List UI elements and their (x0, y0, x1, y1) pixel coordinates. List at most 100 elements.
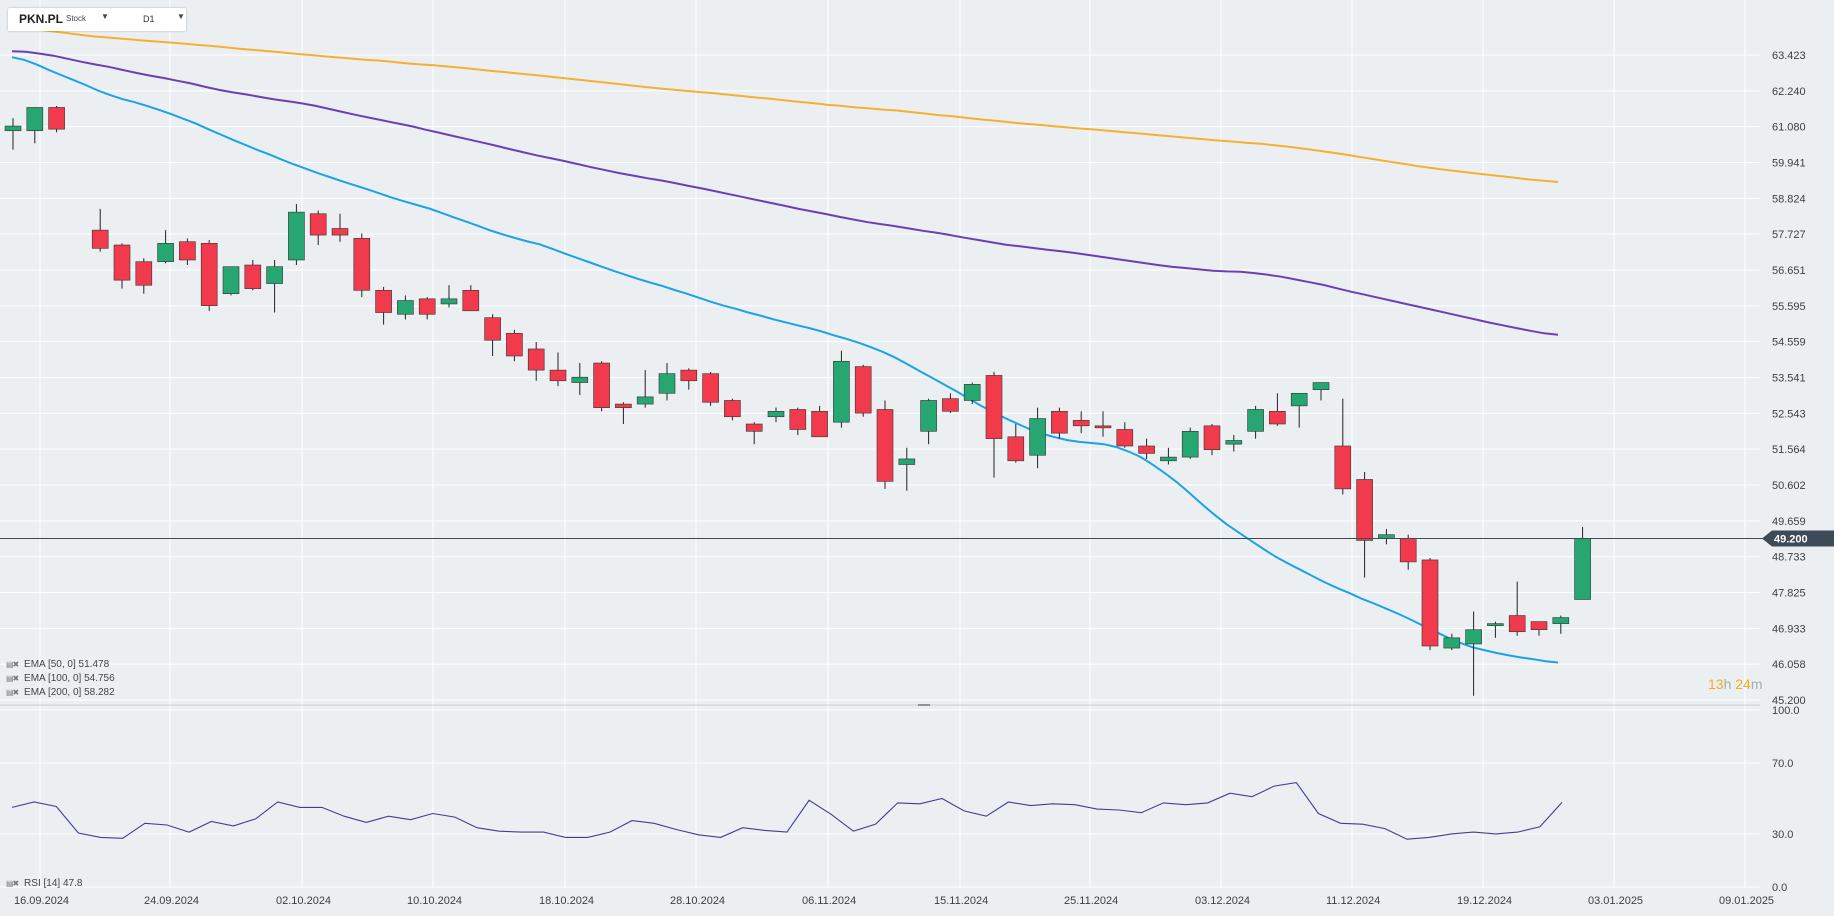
price-axis-label: 47.825 (1772, 588, 1806, 600)
price-axis-label: 58.824 (1772, 193, 1806, 205)
candle-up (397, 300, 414, 315)
indicator-settings-icon[interactable]: ▤✖ (6, 879, 19, 888)
price-axis-label: 52.543 (1772, 408, 1806, 420)
ema50-legend[interactable]: ▤✖ EMA [50, 0] 51.478 (6, 659, 109, 670)
rsi-axis-label: 30.0 (1772, 829, 1793, 841)
candle-down (876, 409, 894, 482)
symbol-label[interactable]: PKN.PL (19, 12, 64, 26)
candle-down (309, 213, 327, 236)
candle-up (1290, 392, 1308, 407)
time-axis-label: 11.12.2024 (1326, 895, 1380, 907)
rsi-legend-value: 47.8 (62, 878, 83, 889)
time-axis-label: 03.12.2024 (1195, 895, 1250, 907)
candle-up (440, 298, 458, 305)
timeframe-label[interactable]: D1 (143, 14, 155, 24)
indicator-settings-icon[interactable]: ▤✖ (6, 660, 19, 669)
candle-down (48, 107, 65, 130)
candle-down (1269, 410, 1286, 425)
price-axis-label: 49.659 (1772, 516, 1806, 528)
ema100-legend-label: EMA (24, 673, 46, 684)
rsi-axis-label: 0.0 (1772, 882, 1787, 894)
candle-down (549, 369, 567, 382)
candle-up (898, 458, 916, 465)
rsi-legend-params: [14] (43, 878, 61, 889)
rsi-legend[interactable]: ▤✖ RSI [14] 47.8 (6, 878, 82, 889)
instrument-dropdown-icon[interactable]: ▼ (101, 12, 109, 21)
ema100-legend[interactable]: ▤✖ EMA [100, 0] 54.756 (6, 673, 115, 684)
time-axis-label: 02.10.2024 (276, 895, 331, 907)
candle-up (636, 396, 654, 405)
candle-down (462, 290, 480, 312)
countdown-minutes: 24 (1735, 676, 1751, 692)
ema200-legend-params: [200, 0] (47, 687, 82, 698)
candle-up (4, 125, 22, 132)
ema100-line (11, 50, 1559, 336)
timeframe-dropdown-icon[interactable]: ▼ (177, 12, 185, 21)
candle-up (1487, 623, 1504, 626)
price-axis-label: 62.240 (1772, 86, 1806, 98)
rsi-axis-label: 100.0 (1772, 705, 1800, 717)
time-axis-label: 25.11.2024 (1064, 895, 1118, 907)
candle-down (418, 298, 436, 315)
candle-down (135, 261, 153, 286)
ema200-line (11, 26, 1559, 183)
candle-down (1203, 425, 1221, 450)
candle-up (1247, 409, 1264, 432)
time-axis-label: 10.10.2024 (407, 895, 462, 907)
time-axis-label: 28.10.2024 (670, 895, 725, 907)
candle-down (244, 264, 262, 289)
indicator-settings-icon[interactable]: ▤✖ (6, 674, 19, 683)
price-axis-label: 51.564 (1772, 444, 1806, 456)
ema200-legend[interactable]: ▤✖ EMA [200, 0] 58.282 (6, 687, 115, 698)
candle-down (113, 244, 131, 281)
candle-up (920, 400, 937, 432)
ema100-legend-params: [100, 0] (47, 673, 82, 684)
price-axis-label: 48.733 (1772, 552, 1806, 564)
price-axis-label: 46.933 (1772, 623, 1806, 635)
candle-up (1443, 637, 1461, 649)
candle-down (179, 241, 196, 261)
candle-down (1356, 479, 1373, 541)
rsi-line (11, 782, 1563, 840)
candle-down (1421, 559, 1439, 647)
candle-up (1574, 538, 1591, 600)
time-axis-label: 19.12.2024 (1457, 895, 1512, 907)
candle-up (658, 373, 676, 394)
indicator-settings-icon[interactable]: ▤✖ (6, 688, 19, 697)
candle-down (375, 290, 392, 313)
ema200-legend-value: 58.282 (84, 687, 115, 698)
rsi-axis-label: 70.0 (1772, 758, 1793, 770)
candle-up (1029, 418, 1046, 456)
candle-down (1334, 445, 1352, 490)
countdown-minutes-unit: m (1750, 676, 1763, 692)
time-axis-label: 24.09.2024 (144, 895, 199, 907)
ema100-legend-value: 54.756 (84, 673, 115, 684)
instrument-type-label[interactable]: Stock (66, 14, 87, 23)
ema50-legend-label: EMA (24, 659, 46, 670)
price-axis-label: 54.559 (1772, 337, 1806, 349)
candle-down (985, 375, 1003, 439)
candle-up (288, 211, 305, 261)
candle-down (680, 369, 698, 382)
ema-lines (11, 26, 1559, 664)
price-axis-label: 56.651 (1772, 265, 1806, 277)
time-axis-label: 03.01.2025 (1588, 895, 1643, 907)
candle-down (593, 362, 610, 408)
candle-down (1138, 445, 1155, 454)
candle-up (1160, 456, 1177, 462)
candle-down (484, 317, 501, 341)
candle-down (1530, 621, 1548, 630)
candle-down (200, 243, 218, 306)
candle-up (26, 107, 44, 132)
candle-up (1552, 617, 1570, 624)
candle-up (571, 376, 589, 383)
candle-up (1181, 431, 1199, 458)
time-axis-label: 06.11.2024 (802, 895, 856, 907)
price-axis-label: 63.423 (1772, 50, 1806, 62)
candle-up (833, 360, 850, 423)
rsi-legend-label: RSI (24, 878, 41, 889)
rsi-series-line (11, 782, 1563, 840)
candle-up (1225, 440, 1243, 445)
candle-down (1399, 538, 1417, 563)
